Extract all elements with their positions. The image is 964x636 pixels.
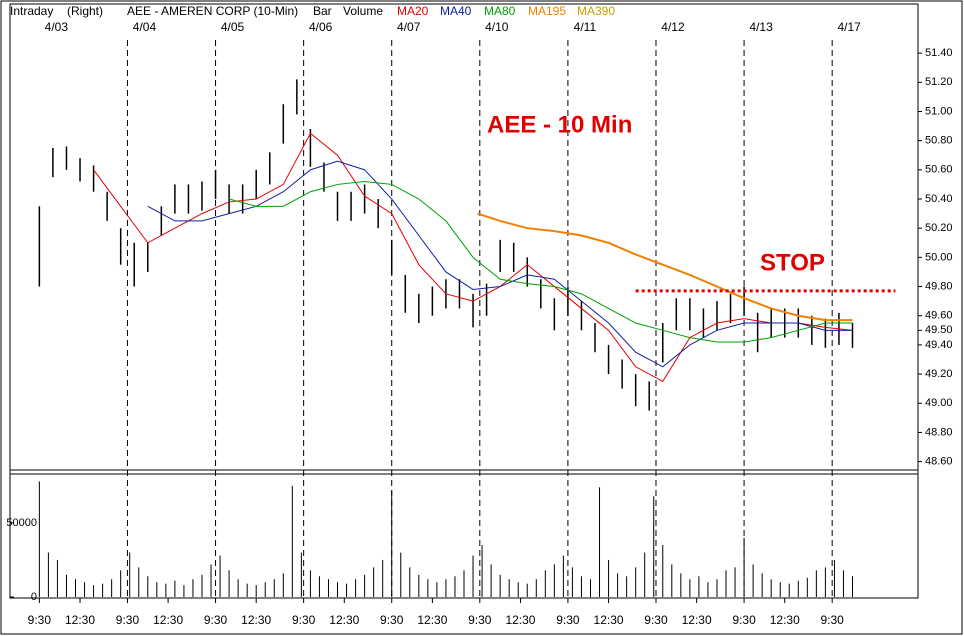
day-label: 4/11 (574, 20, 597, 34)
ma-line (93, 132, 853, 383)
y-tick-label: 49.50 (925, 324, 953, 336)
y-tick-label: 50.60 (925, 164, 953, 176)
y-tick-label: 51.40 (925, 47, 953, 59)
day-label: 4/03 (45, 20, 69, 34)
day-label: 4/07 (397, 20, 421, 34)
x-tick-label: 9:30 (204, 613, 228, 627)
x-tick-label: 9:30 (468, 613, 492, 627)
legend-entry: MA80 (484, 4, 516, 18)
legend-entry: MA390 (577, 4, 615, 18)
legend-entry: Intraday (10, 4, 53, 18)
ma-line (477, 212, 853, 322)
x-tick-label: 12:30 (770, 613, 800, 627)
y-tick-label: 49.00 (925, 397, 953, 409)
y-tick-label: 48.80 (925, 426, 953, 438)
x-tick-label: 9:30 (820, 613, 844, 627)
y-tick-label: 49.80 (925, 280, 953, 292)
day-label: 4/13 (749, 20, 773, 34)
plot-frame (9, 3, 919, 599)
y-tick-label: 49.60 (925, 310, 953, 322)
x-tick-label: 9:30 (292, 613, 316, 627)
x-tick-label: 9:30 (116, 613, 140, 627)
y-tick-label: 50.00 (925, 251, 953, 263)
day-label: 4/12 (661, 20, 685, 34)
x-tick-label: 12:30 (505, 613, 535, 627)
x-tick-label: 9:30 (556, 613, 580, 627)
legend-entry: Volume (343, 4, 383, 18)
day-label: 4/06 (309, 20, 333, 34)
x-tick-label: 12:30 (241, 613, 271, 627)
annotation: AEE - 10 Min (487, 111, 632, 138)
x-tick-label: 9:30 (28, 613, 52, 627)
ma-line (147, 160, 853, 368)
x-tick-label: 12:30 (153, 613, 183, 627)
y-tick-label: 50.20 (925, 222, 953, 234)
legend-entry: (Right) (67, 4, 103, 18)
x-tick-label: 9:30 (732, 613, 756, 627)
y-tick-label: 0 (31, 591, 37, 603)
ma-line (228, 181, 853, 343)
day-label: 4/04 (133, 20, 157, 34)
y-tick-label: 48.60 (925, 456, 953, 468)
day-label: 4/05 (221, 20, 245, 34)
legend-entry: AEE - AMEREN CORP (10-Min) (127, 4, 298, 18)
y-tick-label: 51.20 (925, 76, 953, 88)
y-tick-label: 49.40 (925, 339, 953, 351)
x-tick-label: 12:30 (594, 613, 624, 627)
day-label: 4/10 (485, 20, 509, 34)
legend-entry: MA20 (397, 4, 429, 18)
x-tick-label: 9:30 (380, 613, 404, 627)
legend-entry: MA40 (440, 4, 472, 18)
legend-entry: Bar (313, 4, 332, 18)
x-tick-label: 12:30 (417, 613, 447, 627)
annotation: STOP (760, 249, 825, 276)
x-tick-label: 12:30 (329, 613, 359, 627)
y-tick-label: 50.80 (925, 135, 953, 147)
y-tick-label: 50000 (6, 517, 37, 529)
y-tick-label: 49.20 (925, 368, 953, 380)
x-tick-label: 9:30 (644, 613, 668, 627)
y-tick-label: 51.00 (925, 105, 953, 117)
x-tick-label: 12:30 (65, 613, 95, 627)
x-tick-label: 12:30 (682, 613, 712, 627)
y-tick-label: 50.40 (925, 193, 953, 205)
legend-entry: MA195 (528, 4, 566, 18)
day-label: 4/17 (837, 20, 861, 34)
